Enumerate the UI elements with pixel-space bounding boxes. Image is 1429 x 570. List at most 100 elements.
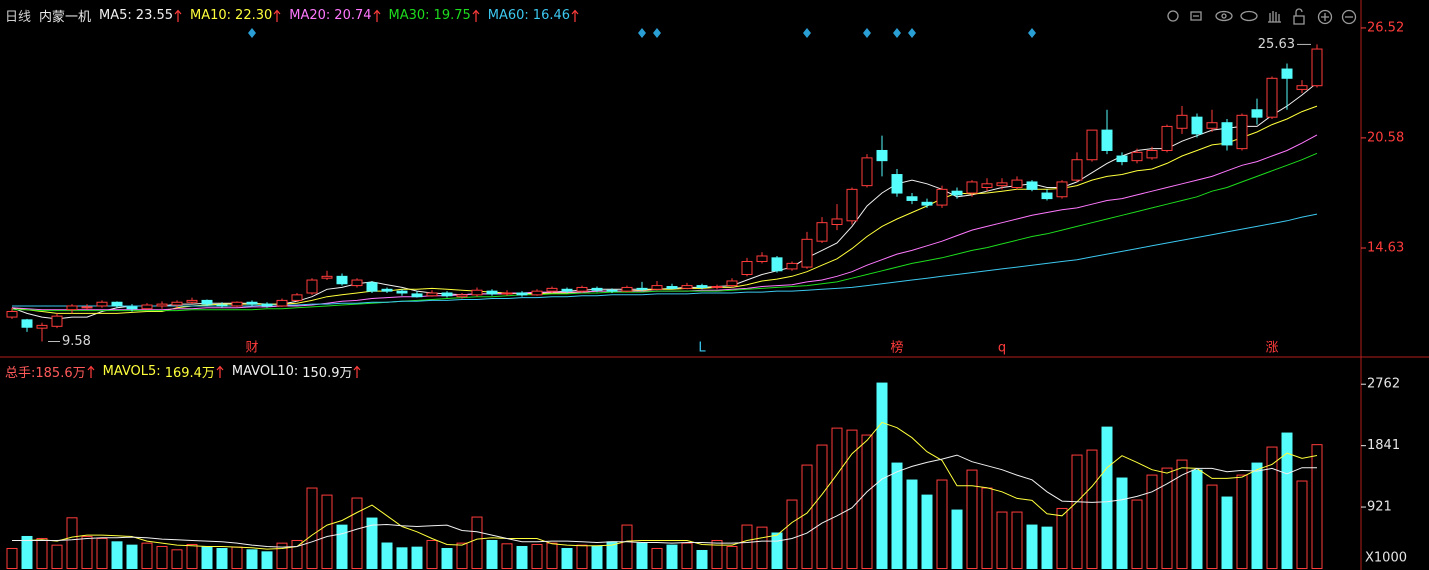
volume-bar	[6, 547, 18, 570]
volume-bar	[1116, 477, 1128, 569]
volume-bar	[711, 539, 723, 570]
volume-bar	[441, 547, 453, 570]
candle-body	[1101, 129, 1113, 151]
volume-bar	[1206, 484, 1218, 569]
event-marker	[248, 28, 256, 38]
volume-bar	[876, 382, 888, 569]
legend-name: MA5:	[99, 8, 132, 23]
volume-bar	[396, 547, 408, 569]
candle-body	[156, 303, 168, 307]
event-tag: 财	[245, 341, 258, 356]
volume-bar	[621, 524, 633, 569]
volume-bar	[891, 462, 903, 570]
volume-bar	[1311, 444, 1323, 569]
candle-body	[516, 292, 528, 296]
zoom-in-icon[interactable]	[1317, 9, 1333, 25]
volume-bar	[936, 479, 948, 570]
settings-icon[interactable]	[1167, 10, 1179, 22]
candle-body	[96, 301, 108, 307]
candle-body	[771, 257, 783, 272]
candle-body	[486, 290, 498, 295]
candle-body	[261, 303, 273, 307]
volume-bar	[1146, 474, 1158, 570]
legend-value: 20.74	[334, 8, 372, 23]
legend-name: MAVOL5:	[102, 364, 161, 379]
volume-bar	[216, 547, 228, 570]
candle-body	[756, 255, 768, 263]
candle-body	[636, 287, 648, 290]
candle-body	[1071, 159, 1083, 181]
hand-icon[interactable]	[1268, 11, 1281, 23]
eye-icon[interactable]	[1215, 10, 1233, 22]
volume-bar	[486, 539, 498, 570]
candle-body	[1056, 181, 1068, 198]
candle-body	[381, 288, 393, 292]
candle-body	[171, 301, 183, 306]
candle-body	[231, 301, 243, 307]
volume-bar	[186, 543, 198, 569]
candle-body	[201, 299, 213, 305]
volume-bar	[21, 535, 33, 569]
candle-body	[1026, 181, 1038, 190]
volume-bar	[531, 543, 543, 569]
candle-body	[21, 319, 33, 328]
volume-bar	[681, 542, 693, 570]
legend-value: 23.55	[135, 8, 174, 23]
candle-body	[531, 290, 543, 296]
view-icon[interactable]	[1240, 10, 1258, 22]
volume-bar	[201, 545, 213, 569]
volume-bar	[1221, 496, 1233, 570]
legend-name: MA60:	[487, 8, 529, 23]
layout-icon[interactable]	[1190, 11, 1202, 21]
candle-body	[141, 304, 153, 310]
candle-body	[246, 301, 258, 305]
volume-bar	[471, 516, 483, 569]
zoom-out-icon[interactable]	[1341, 9, 1357, 25]
candle-body	[1086, 129, 1098, 161]
volume-bar	[951, 509, 963, 569]
candle-body	[186, 299, 198, 303]
candle-body	[1191, 116, 1203, 135]
volume-bar	[546, 542, 558, 570]
volume-bar	[981, 487, 993, 570]
candle-body	[36, 324, 48, 329]
candle-body	[426, 292, 438, 297]
volume-bar	[756, 526, 768, 570]
event-marker	[908, 28, 916, 38]
volume-bar	[381, 542, 393, 569]
event-tag: q	[998, 341, 1006, 356]
up-arrow	[373, 9, 380, 22]
volume-bar	[561, 547, 573, 570]
event-tag: 榜	[890, 340, 903, 356]
candle-body	[6, 311, 18, 318]
candle-body	[906, 196, 918, 201]
volume-bar	[426, 539, 438, 570]
up-arrow	[571, 9, 579, 22]
event-marker	[638, 28, 646, 38]
candle-body	[801, 238, 813, 268]
candle-body	[81, 306, 93, 309]
candle-body	[681, 285, 693, 289]
candle-body	[786, 262, 798, 270]
candle-body	[441, 292, 453, 297]
volume-bar	[1176, 459, 1188, 569]
candle-body	[51, 315, 63, 327]
volume-bar	[1236, 474, 1248, 570]
candle-body	[711, 286, 723, 289]
candle-body	[1221, 122, 1233, 146]
volume-bar	[726, 545, 738, 569]
lock-icon[interactable]	[1293, 8, 1305, 25]
event-marker	[893, 28, 901, 38]
y-tick-label: 20.58	[1367, 130, 1404, 145]
volume-bar	[156, 545, 168, 569]
candle-body	[1281, 68, 1293, 79]
y-tick-label: 921	[1367, 500, 1392, 515]
volume-bar	[1296, 480, 1308, 569]
candle-body	[846, 188, 858, 222]
candle-body	[1041, 192, 1053, 200]
candle-body	[411, 293, 423, 298]
candle-body	[216, 304, 228, 307]
unit-label: X1000	[1365, 551, 1407, 566]
volume-bar	[171, 549, 183, 570]
event-marker	[803, 28, 811, 38]
